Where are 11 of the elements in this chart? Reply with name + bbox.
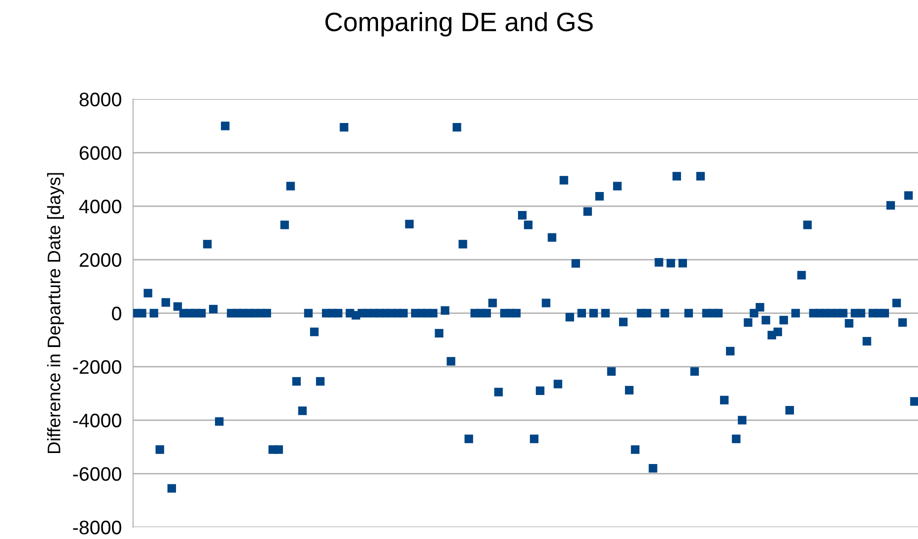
y-tick-label: 0 (112, 306, 122, 320)
y-tick-label: 8000 (80, 92, 122, 106)
y-tick-label: -6000 (73, 467, 122, 481)
y-tick-label: -2000 (73, 360, 122, 374)
y-axis-title: Difference in Departure Date [days] (47, 173, 64, 454)
chart-title: Comparing DE and GS (325, 12, 593, 37)
y-tick-label: 4000 (79, 200, 122, 214)
y-tick-label: -8000 (73, 520, 122, 534)
y-tick-label: 6000 (80, 146, 122, 160)
y-tick-label: 2000 (80, 253, 122, 267)
y-tick-label: -4000 (73, 414, 122, 428)
